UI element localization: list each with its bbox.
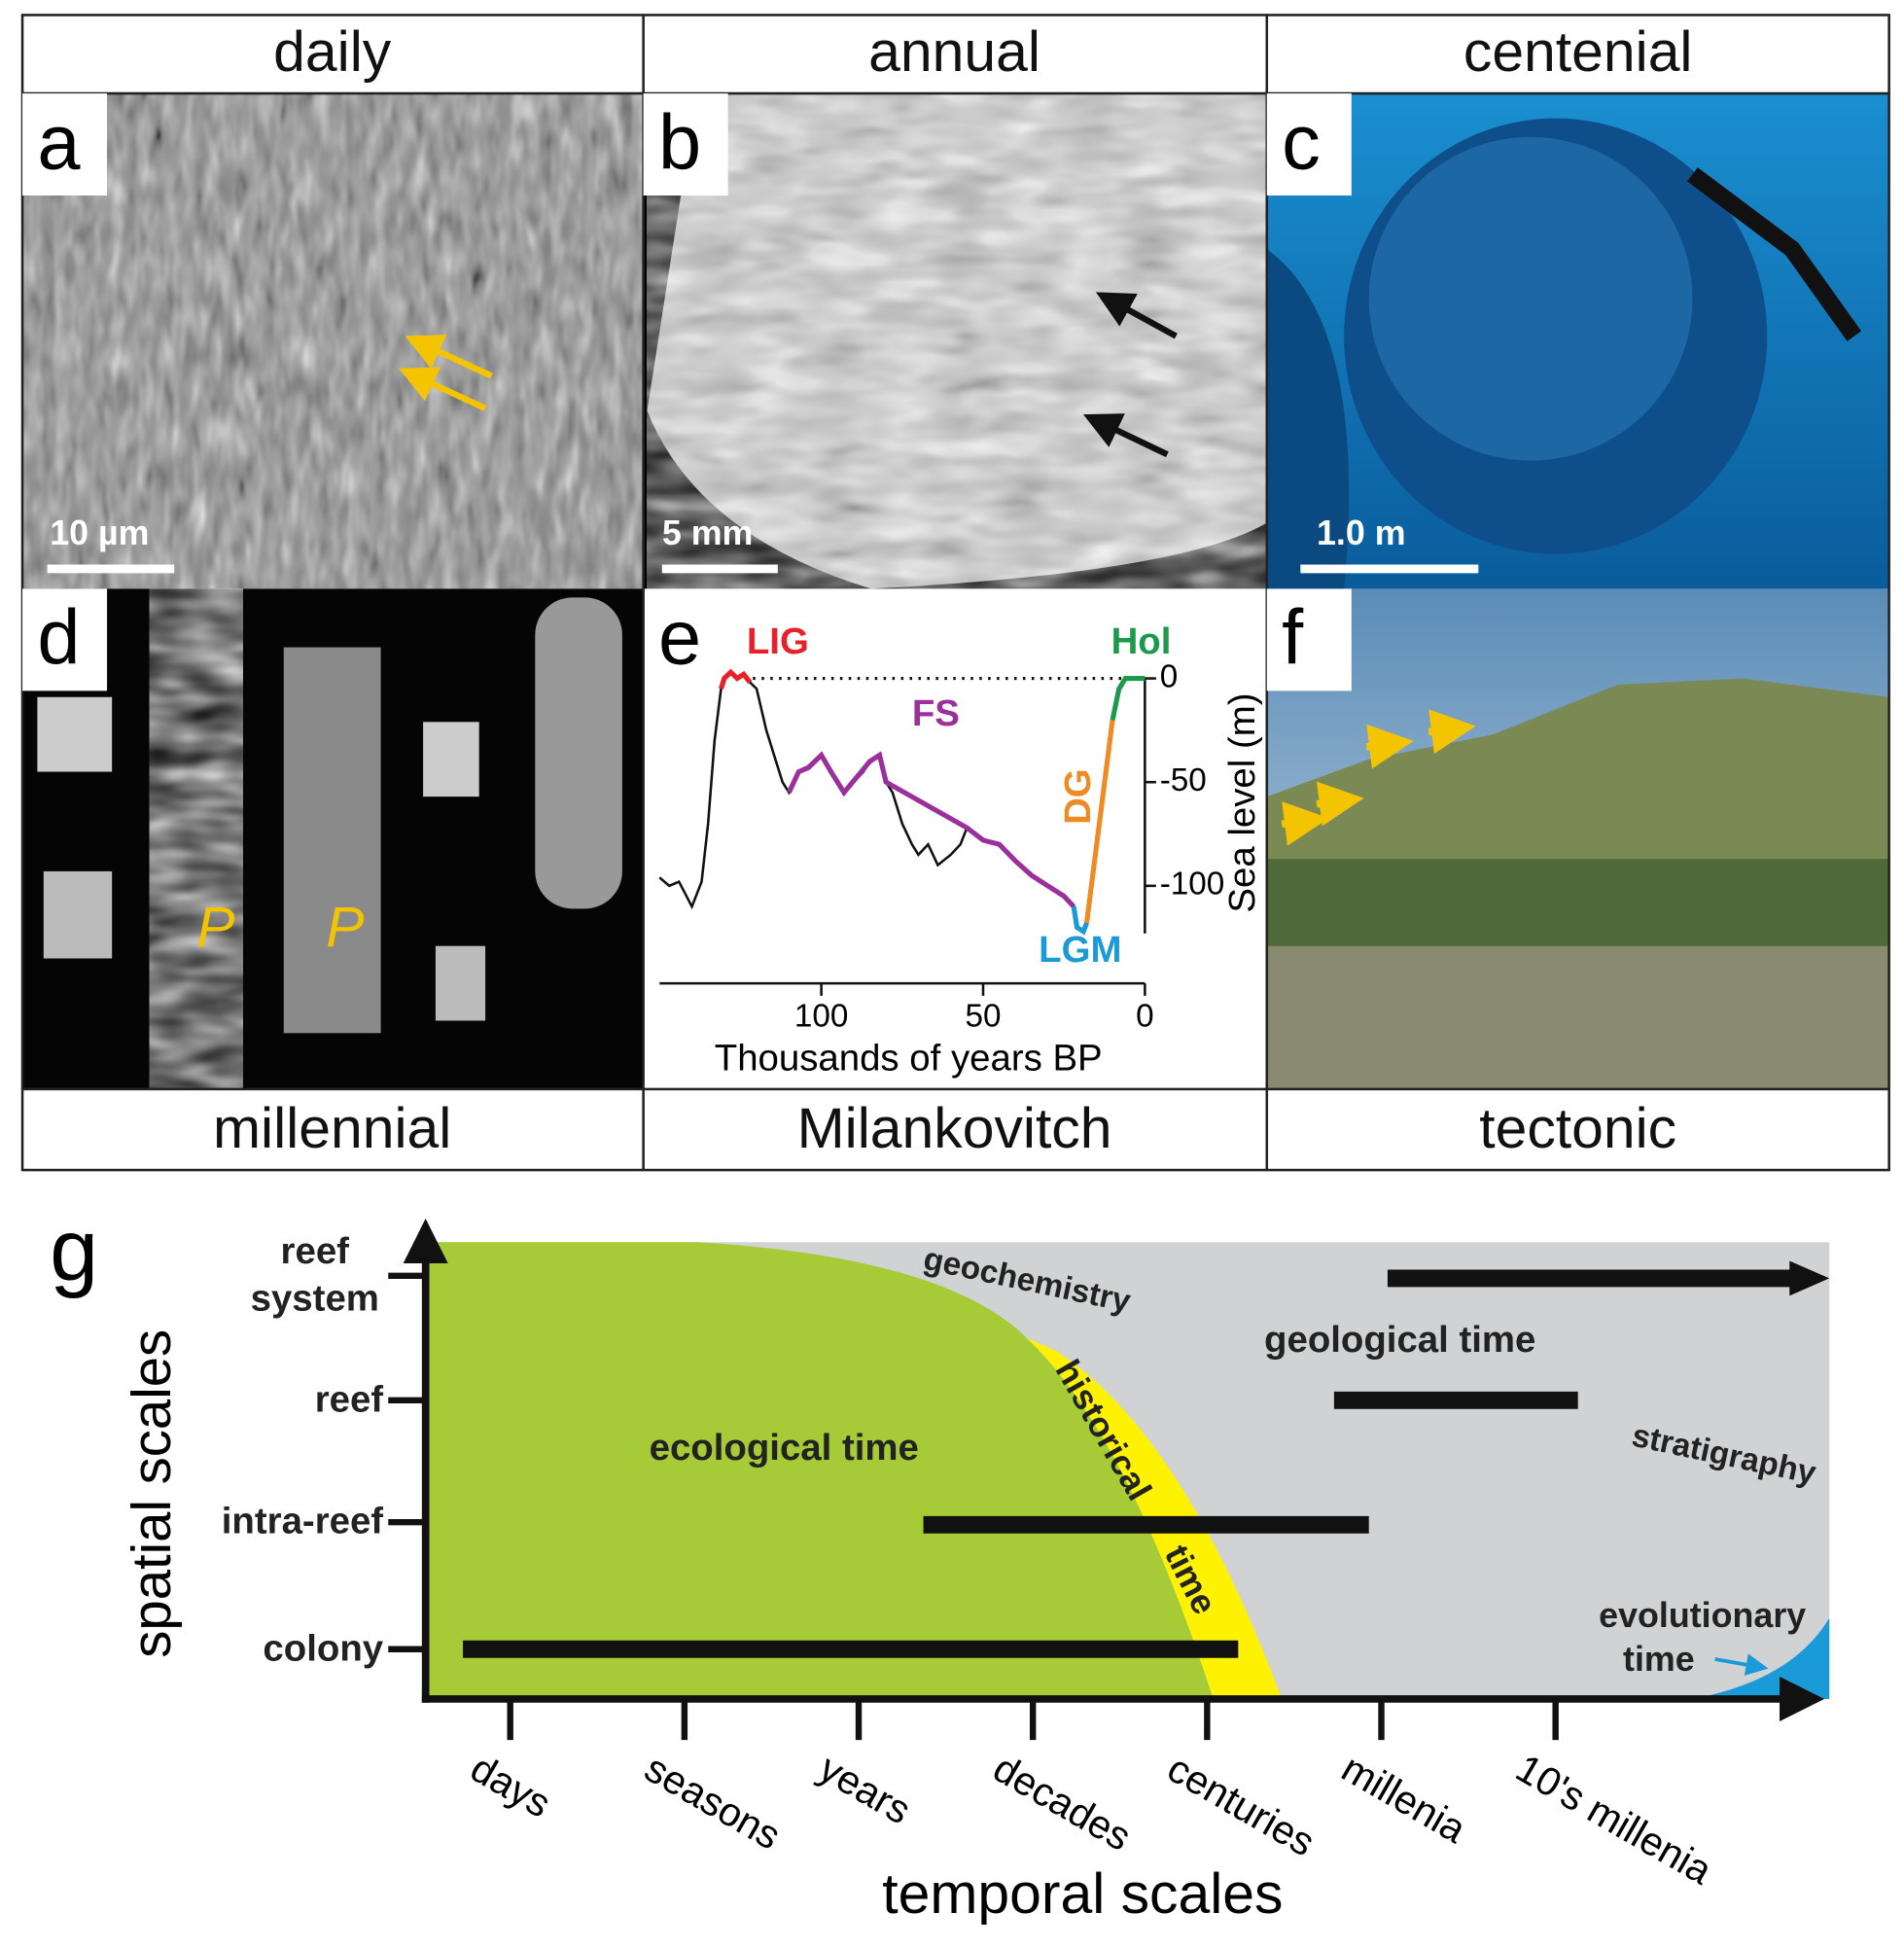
scale-label: 1.0 m [1317, 514, 1406, 552]
label-box [22, 588, 108, 691]
label-box [1266, 93, 1352, 196]
panel-e-bg [643, 588, 1267, 1089]
column-header: daily [273, 20, 392, 84]
annotation: P [326, 896, 364, 959]
column-footer: Milankovitch [797, 1097, 1112, 1160]
y-level: reef system [250, 1230, 379, 1320]
x-level-label: centuries [1160, 1746, 1322, 1865]
scale-label: 10 µm [50, 514, 149, 552]
photo-c [1266, 93, 1889, 589]
series-label: Hol [1111, 620, 1172, 662]
x-level-label: millenia [1334, 1746, 1473, 1852]
scale-label: 5 mm [662, 514, 754, 552]
panel-label: e [658, 594, 701, 681]
column-footer: tectonic [1479, 1097, 1676, 1160]
y-level-label: reef system [250, 1230, 379, 1320]
photo-d [22, 588, 644, 1089]
region-label: time [1623, 1640, 1695, 1679]
region-label: evolutionary [1599, 1596, 1806, 1635]
y-level-label: intra-reef [221, 1501, 384, 1542]
x-axis-title: temporal scales [882, 1862, 1283, 1926]
y-axis-title: spatial scales [121, 1329, 182, 1658]
y-tick-label: 0 [1160, 658, 1179, 694]
column-header: annual [868, 20, 1040, 84]
y-level-label: reef [314, 1379, 384, 1421]
y-level: colony [263, 1628, 384, 1670]
diagram-g [403, 1218, 1830, 1721]
column-header: centenial [1463, 20, 1693, 84]
panel-label: b [658, 98, 701, 185]
y-level-label: colony [263, 1628, 384, 1670]
y-level: intra-reef [221, 1501, 384, 1542]
x-level-label: years [812, 1746, 919, 1833]
x-tick-label: 50 [965, 999, 1001, 1035]
sea-level-line [1083, 719, 1115, 924]
column-footer: millennial [213, 1097, 451, 1160]
x-level-label: 10's millenia [1508, 1746, 1719, 1894]
sea-level-line [719, 668, 753, 690]
panel-label: c [1282, 98, 1321, 185]
sea-level-line [787, 751, 1076, 908]
series-label: DG [1057, 768, 1099, 825]
series-label: LIG [747, 620, 809, 662]
panel-label: g [50, 1201, 98, 1298]
x-tick-label: 0 [1136, 999, 1154, 1035]
photo-f [1266, 588, 1889, 1089]
sea-level-line [1110, 676, 1146, 721]
sea-level-line [1071, 905, 1089, 936]
annotation: P [196, 896, 234, 959]
panel-label: d [37, 594, 80, 681]
x-level-label: days [463, 1746, 558, 1826]
y-tick-label: -100 [1160, 867, 1225, 903]
panel-label: f [1282, 594, 1304, 681]
x-level-label: decades [986, 1746, 1139, 1859]
label-box [1266, 588, 1352, 691]
label-box [22, 93, 108, 196]
photo-b [643, 93, 1267, 589]
label-box [643, 93, 728, 196]
y-level: reef [314, 1379, 384, 1421]
x-axis-title: Thousands of years BP [715, 1038, 1103, 1080]
series-label: FS [912, 692, 960, 734]
photo-a [22, 93, 644, 589]
x-level-label: seasons [638, 1746, 789, 1859]
region-label: geological time [1264, 1319, 1535, 1361]
series-label: LGM [1039, 929, 1121, 971]
y-tick-label: -50 [1160, 762, 1207, 798]
panel-label: a [37, 98, 81, 185]
x-tick-label: 100 [794, 999, 849, 1035]
y-axis-title: Sea level (m) [1221, 693, 1263, 913]
region-label: ecological time [650, 1427, 919, 1469]
